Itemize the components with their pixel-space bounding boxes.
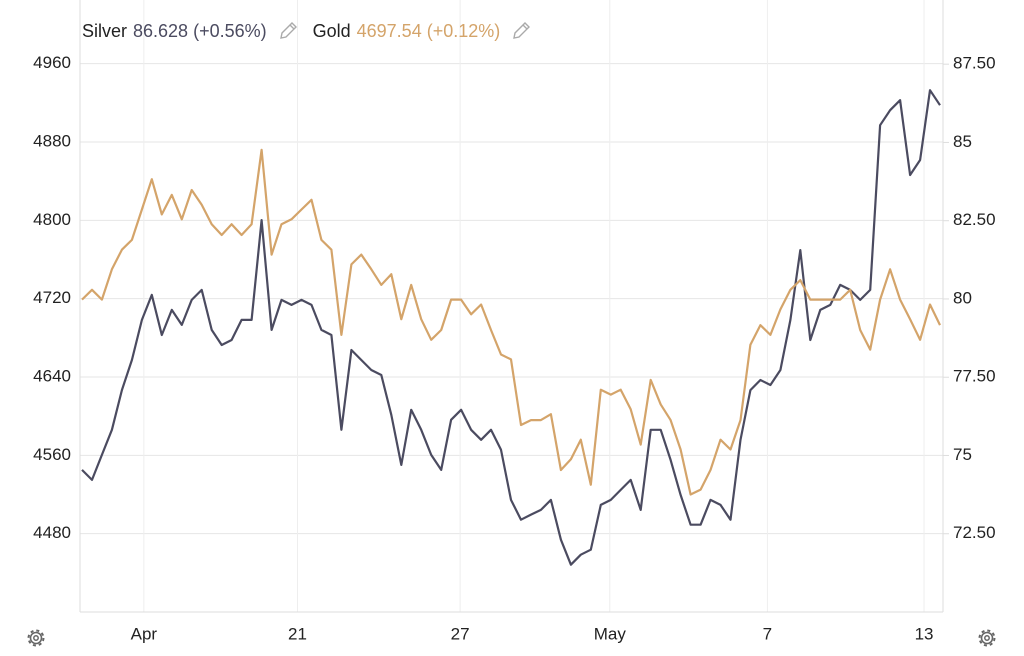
y-tick-label: 4480	[33, 523, 71, 542]
series-line	[81, 89, 941, 566]
edit-icon[interactable]	[510, 20, 532, 42]
legend-value: 4697.54 (+0.12%)	[356, 20, 501, 41]
edit-icon-path	[513, 22, 531, 39]
legend-item[interactable]: Gold 4697.54 (+0.12%)	[313, 20, 533, 42]
x-tick-label: 13	[915, 624, 934, 643]
y-tick-label: 4560	[33, 445, 71, 464]
x-tick-label: 27	[451, 624, 470, 643]
legend-value: 86.628 (+0.56%)	[133, 20, 267, 41]
settings-icon[interactable]	[975, 626, 999, 650]
series-line	[81, 148, 941, 496]
y2-tick-label: 87.50	[953, 54, 996, 73]
x-tick-label: Apr	[131, 624, 158, 643]
y2-tick-label: 75	[953, 445, 972, 464]
x-tick-label: 21	[288, 624, 307, 643]
y-tick-label: 4880	[33, 131, 71, 150]
legend-name: Gold	[312, 20, 351, 41]
legend: Silver 86.628 (+0.56%) Gold 4697.54 (+0.12%…	[82, 20, 546, 42]
edit-icon-path	[279, 22, 297, 39]
y2-tick-label: 80	[953, 288, 972, 307]
y-tick-label: 4720	[33, 288, 71, 307]
settings-icon[interactable]	[24, 626, 48, 650]
x-tick-label: May	[594, 624, 627, 643]
y2-tick-label: 85	[953, 132, 972, 151]
y2-tick-label: 82.50	[953, 210, 996, 229]
edit-icon[interactable]	[277, 20, 299, 42]
y2-tick-label: 72.50	[953, 523, 996, 542]
legend-item[interactable]: Silver 86.628 (+0.56%)	[82, 20, 299, 42]
x-tick-label: 7	[763, 624, 772, 643]
y2-tick-label: 77.50	[953, 367, 996, 386]
y-tick-label: 4640	[33, 366, 71, 385]
y-tick-label: 4960	[33, 53, 71, 72]
legend-name: Silver	[82, 20, 128, 41]
y-tick-label: 4800	[33, 210, 71, 229]
